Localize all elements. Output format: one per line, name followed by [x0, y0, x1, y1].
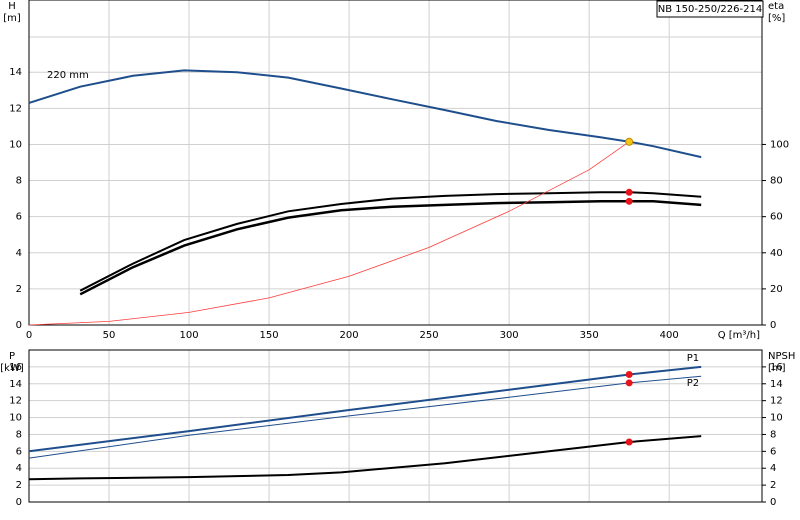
y2-axis-label: eta: [768, 1, 784, 12]
x-tick-label: 250: [420, 330, 439, 341]
y-tick-label: 12: [9, 103, 22, 114]
y-tick-label: 6: [16, 446, 22, 457]
y2-tick-label: 80: [770, 176, 783, 187]
x-tick-label: 300: [500, 330, 519, 341]
x-tick-label: 150: [260, 330, 279, 341]
y2-tick-label: 14: [770, 379, 783, 390]
operating-point: [625, 197, 633, 205]
operating-point: [625, 370, 633, 378]
title-box: [656, 0, 764, 18]
y2-axis-unit: [%]: [768, 13, 785, 24]
plot-frame: [28, 0, 763, 326]
y2-tick-label: 8: [770, 429, 776, 440]
y-tick-label: 4: [16, 463, 22, 474]
y2-axis-unit: [m]: [768, 363, 786, 374]
y-tick-label: 2: [16, 480, 22, 491]
x-tick-label: 200: [340, 330, 359, 341]
operating-point: [625, 438, 633, 446]
curve: [28, 435, 702, 481]
x-tick-label: 350: [580, 330, 599, 341]
y2-tick-label: 12: [770, 396, 783, 407]
y2-tick-label: 20: [770, 284, 783, 295]
y-tick-label: 2: [16, 284, 22, 295]
y2-tick-label: 40: [770, 248, 783, 259]
x-tick-label: 100: [179, 330, 198, 341]
y-tick-label: 0: [16, 320, 22, 331]
operating-point: [625, 188, 633, 196]
y-tick-label: 8: [16, 176, 22, 187]
y2-tick-label: 0: [770, 320, 776, 331]
y-tick-label: 8: [16, 429, 22, 440]
curve: [79, 191, 702, 292]
y-tick-label: 10: [9, 139, 22, 150]
operating-point: [625, 379, 633, 387]
y2-tick-label: 0: [770, 497, 776, 508]
chart-title: NB 150-250/226-214: [658, 4, 762, 15]
y-axis-label: H: [8, 1, 16, 12]
curve: [28, 365, 702, 453]
y-tick-label: 14: [9, 379, 22, 390]
y2-tick-label: 60: [770, 212, 783, 223]
curve: [79, 200, 702, 296]
y-axis-unit: [m]: [3, 13, 21, 24]
curve: [28, 141, 630, 326]
series-label: P2: [687, 378, 699, 389]
y-tick-label: 10: [9, 413, 22, 424]
y-tick-label: 0: [16, 497, 22, 508]
plot-frame: [28, 349, 763, 503]
y-axis-unit: [kW]: [0, 363, 24, 374]
y-tick-label: 4: [16, 248, 22, 259]
y-tick-label: 16: [9, 362, 22, 373]
y-tick-label: 14: [9, 67, 22, 78]
curve: [28, 69, 702, 159]
y2-tick-label: 4: [770, 463, 776, 474]
y2-tick-label: 10: [770, 413, 783, 424]
series-label: P1: [687, 353, 699, 364]
operating-point: [625, 137, 634, 146]
y-tick-label: 12: [9, 396, 22, 407]
x-tick-label: 0: [26, 330, 32, 341]
y-tick-label: 6: [16, 212, 22, 223]
y2-tick-label: 100: [770, 139, 789, 150]
y2-tick-label: 2: [770, 480, 776, 491]
y2-tick-label: 6: [770, 446, 776, 457]
curve: [28, 375, 702, 459]
y-axis-label: P: [9, 351, 15, 362]
x-tick-label: 400: [660, 330, 679, 341]
y2-axis-label: NPSH: [768, 351, 795, 362]
y2-tick-label: 16: [770, 362, 783, 373]
x-tick-label: 50: [103, 330, 116, 341]
x-axis-label: Q [m³/h]: [718, 330, 760, 341]
series-label: 220 mm: [47, 70, 89, 81]
